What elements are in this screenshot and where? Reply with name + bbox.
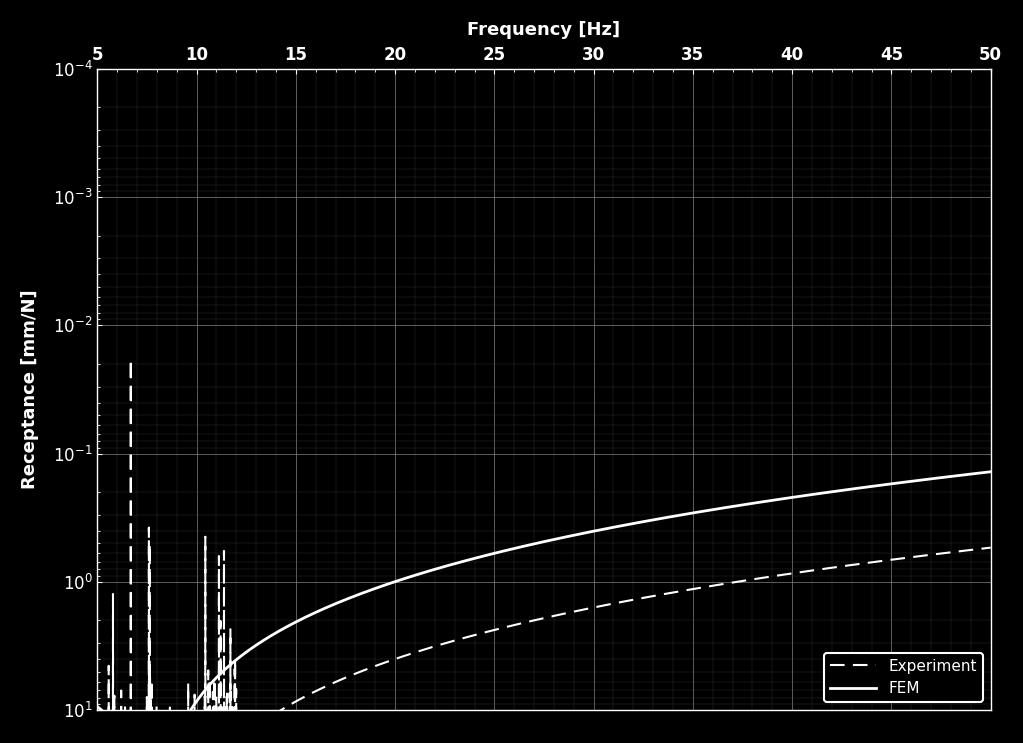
Experiment <box>16 724 29 733</box>
FEM <box>52 682 64 691</box>
Y-axis label: Receptance [mm/N]: Receptance [mm/N] <box>20 290 39 490</box>
X-axis label: Frequency [Hz]: Frequency [Hz] <box>468 21 621 39</box>
FEM <box>487 549 499 558</box>
Experiment <box>984 543 996 552</box>
FEM <box>203 681 215 690</box>
FEM <box>16 675 29 684</box>
FEM <box>70 690 82 698</box>
FEM <box>12 674 25 683</box>
Experiment <box>933 549 945 558</box>
Line: Experiment: Experiment <box>18 359 990 743</box>
Line: FEM: FEM <box>18 472 990 743</box>
Experiment <box>488 626 500 635</box>
Experiment <box>125 354 137 363</box>
Legend: Experiment, FEM: Experiment, FEM <box>825 652 983 702</box>
FEM <box>933 473 945 482</box>
FEM <box>984 467 996 476</box>
